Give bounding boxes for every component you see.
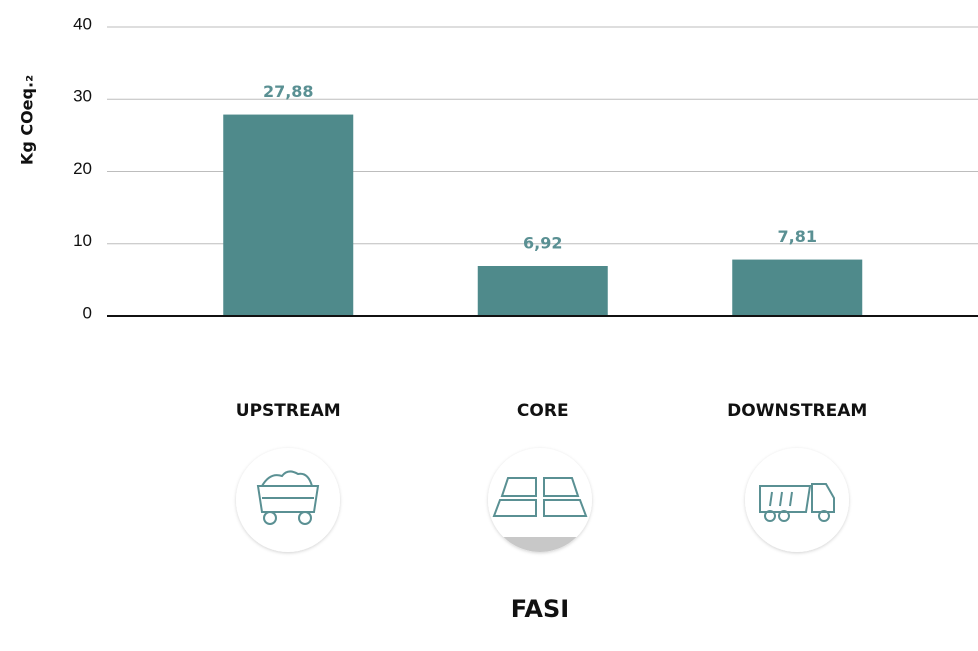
- x-tick-label: DOWNSTREAM: [727, 401, 867, 421]
- y-tick-label: 20: [73, 159, 92, 178]
- y-tick-label: 10: [73, 231, 92, 250]
- bar: [223, 114, 354, 316]
- x-tick-label: UPSTREAM: [236, 401, 341, 421]
- value-label: 7,81: [778, 227, 817, 246]
- value-label: 27,88: [263, 82, 314, 101]
- core-icon: [488, 448, 592, 552]
- value-label: 6,92: [523, 234, 562, 253]
- bar: [732, 259, 863, 316]
- y-tick-label: 30: [73, 87, 92, 106]
- bar: [477, 266, 608, 316]
- y-axis-label: Kg COeq.₂: [18, 75, 37, 165]
- y-tick-label: 40: [73, 14, 92, 33]
- x-tick-label: CORE: [517, 401, 569, 421]
- upstream-icon: [236, 448, 340, 552]
- y-tick-label: 0: [83, 303, 92, 322]
- x-axis-label: FASI: [511, 595, 569, 623]
- downstream-icon: [745, 448, 849, 552]
